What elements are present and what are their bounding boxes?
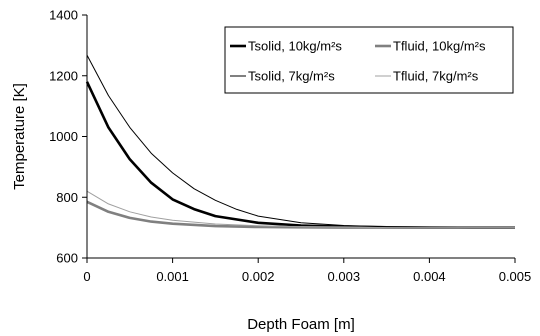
y-tick-label: 1000 [49,129,78,144]
legend-entry-label: Tfluid, 10kg/m²s [393,39,486,54]
y-tick-label: 800 [56,190,78,205]
legend-entry-label: Tfluid, 7kg/m²s [393,69,479,84]
x-tick-label: 0.004 [413,269,446,284]
series-line-tsolid-7kg-m-s [86,54,515,229]
x-tick-label: 0 [83,269,90,284]
x-tick-label: 0.002 [242,269,275,284]
x-tick-label: 0.003 [328,269,361,284]
x-tick-label: 0.001 [156,269,189,284]
legend-entry-label: Tsolid, 7kg/m²s [248,69,335,84]
x-axis-title: Depth Foam [m] [247,316,355,333]
series-line-tsolid-10kg-m-s [85,81,515,229]
y-axis-title: Temperature [K] [11,83,28,190]
legend-entry-label: Tsolid, 10kg/m²s [248,39,342,54]
legend-box [224,26,514,94]
series-line-tfluid-7kg-m-s [86,190,515,229]
plot-area [85,54,515,229]
y-tick-label: 1200 [49,68,78,83]
tick-labels: 600 800 1000 1200 1400 0 0.001 0.002 0.003 0.004 0… [49,8,531,285]
legend: Tsolid, 10kg/m²s Tfluid, 10kg/m²s Tsolid, … [224,26,514,94]
y-tick-label: 1400 [49,8,78,23]
series-line-tfluid-10kg-m-s [86,200,515,229]
y-tick-label: 600 [56,251,78,266]
x-tick-label: 0.005 [499,269,532,284]
axes [82,14,516,263]
